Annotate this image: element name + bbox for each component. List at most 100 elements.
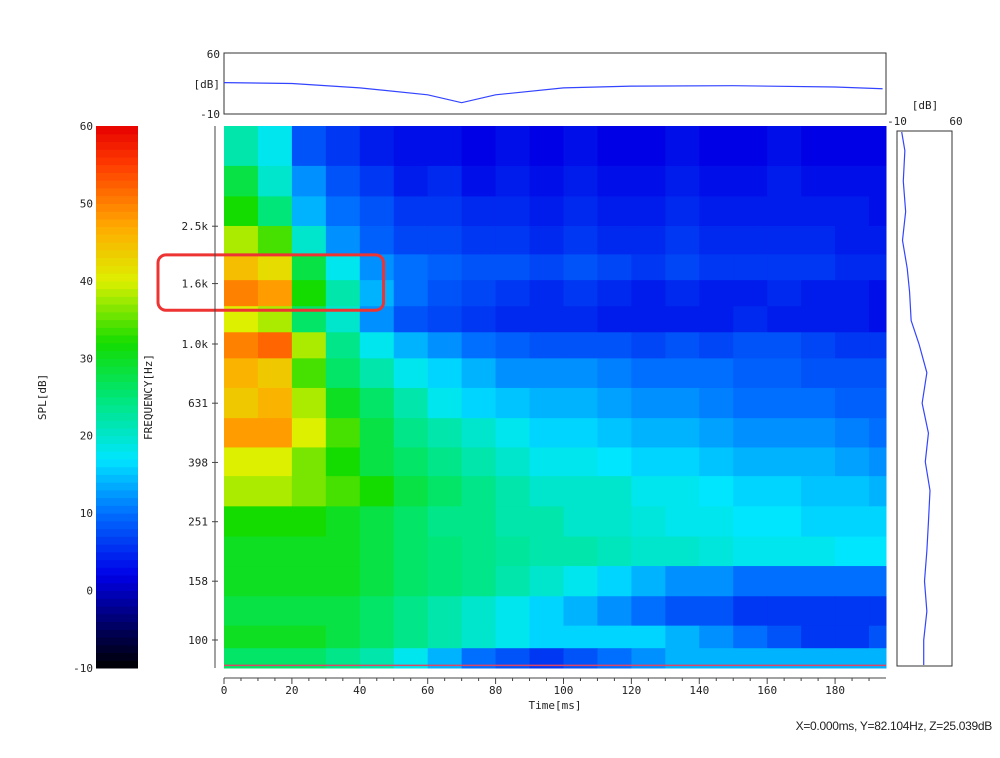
colorbar-swatch <box>96 211 138 220</box>
heatmap-cell <box>393 126 429 167</box>
heatmap-cell <box>631 126 666 167</box>
heatmap-cell <box>325 476 361 507</box>
heatmap-cell <box>325 387 361 419</box>
heatmap-cell <box>631 625 666 649</box>
colorbar-swatch <box>96 513 138 522</box>
heatmap-cell <box>631 566 666 597</box>
heatmap-cell <box>529 280 564 307</box>
heatmap-cell <box>495 506 531 538</box>
heatmap-cell <box>529 254 564 281</box>
heatmap-cell <box>257 332 293 359</box>
heatmap-cell <box>597 280 632 307</box>
heatmap-cell <box>224 506 259 538</box>
heatmap-cell <box>495 387 531 419</box>
heatmap-cell <box>665 196 700 227</box>
heatmap-cell <box>665 536 700 567</box>
colorbar-swatch <box>96 520 138 530</box>
heatmap-cell <box>461 625 497 649</box>
colorbar-swatch <box>96 606 138 615</box>
heatmap-cell <box>257 196 293 227</box>
colorbar-swatch <box>96 621 138 630</box>
heatmap-cell <box>563 387 598 419</box>
heatmap-cell <box>427 254 463 281</box>
y-tick-label: 251 <box>188 516 208 529</box>
heatmap-cell <box>597 196 632 227</box>
heatmap-cell <box>869 332 887 359</box>
heatmap-cell <box>529 196 564 227</box>
heatmap-cell <box>257 506 293 538</box>
axes: 2.5k 1.6k 1.0k 631 398 251 158 100 FREQUENCY[Hz]… <box>142 48 963 712</box>
heatmap-cell <box>495 648 531 669</box>
heatmap-cell <box>224 648 259 669</box>
heatmap-cell <box>291 358 327 389</box>
heatmap-cell <box>801 225 836 255</box>
heatmap-cell <box>801 387 836 419</box>
heatmap-cell <box>665 596 700 627</box>
heatmap-cell <box>291 196 327 227</box>
heatmap-cell <box>393 306 429 333</box>
heatmap-cell <box>393 225 429 255</box>
heatmap-cell <box>733 596 768 627</box>
heatmap-cell <box>767 625 802 649</box>
colorbar-swatch <box>96 358 138 367</box>
heatmap-cell <box>835 476 870 507</box>
heatmap-cell <box>563 418 598 448</box>
colorbar-swatch <box>96 187 138 197</box>
heatmap-cell <box>767 126 802 167</box>
colorbar-swatch <box>96 126 138 135</box>
heatmap-cell <box>869 225 887 255</box>
heatmap-cell <box>767 566 802 597</box>
heatmap-cell <box>631 254 666 281</box>
colorbar-tick-label: 0 <box>86 585 93 598</box>
heatmap-cell <box>869 358 887 389</box>
x-tick-label: 0 <box>221 684 228 697</box>
heatmap-cell <box>835 126 870 167</box>
heatmap-cell <box>767 596 802 627</box>
heatmap-cell <box>393 418 429 448</box>
heatmap-cell <box>699 596 734 627</box>
heatmap-cell <box>597 387 632 419</box>
heatmap-cell <box>733 447 768 477</box>
colorbar-swatch <box>96 141 138 150</box>
heatmap-cell <box>393 387 429 419</box>
colorbar-tick-label: -10 <box>73 662 93 675</box>
heatmap-cell <box>801 196 836 227</box>
colorbar-swatch <box>96 528 138 537</box>
heatmap-cell <box>224 447 259 477</box>
heatmap-cell <box>767 447 802 477</box>
heatmap-cell <box>767 358 802 389</box>
heatmap-cell <box>257 476 293 507</box>
heatmap-cell <box>597 625 632 649</box>
colorbar-swatch <box>96 590 138 599</box>
heatmap-cell <box>733 165 768 197</box>
heatmap-cell <box>869 648 887 669</box>
heatmap-cell <box>461 254 497 281</box>
colorbar-tick-label: 30 <box>80 352 93 365</box>
colorbar-swatch <box>96 458 138 468</box>
heatmap-cell <box>461 418 497 448</box>
heatmap-cell <box>631 225 666 255</box>
heatmap-cell <box>801 165 836 197</box>
heatmap-cell <box>257 566 293 597</box>
heatmap-cell <box>835 306 870 333</box>
x-tick-label: 100 <box>554 684 574 697</box>
heatmap-cell <box>733 126 768 167</box>
heatmap-cell <box>665 225 700 255</box>
colorbar-swatch <box>96 497 138 506</box>
heatmap-cell <box>529 648 564 669</box>
heatmap-cell <box>224 196 259 227</box>
heatmap-cell <box>631 306 666 333</box>
heatmap-cell <box>767 196 802 227</box>
heatmap-cell <box>325 625 361 649</box>
heatmap-cell <box>461 196 497 227</box>
heatmap-cell <box>767 536 802 567</box>
heatmap-cell <box>325 280 361 307</box>
heatmap-cell <box>393 476 429 507</box>
colorbar-swatch <box>96 296 138 305</box>
heatmap-cell <box>291 254 327 281</box>
heatmap-cell <box>495 625 531 649</box>
colorbar-swatch <box>96 397 138 406</box>
heatmap-cell <box>597 254 632 281</box>
heatmap-cell <box>325 506 361 538</box>
